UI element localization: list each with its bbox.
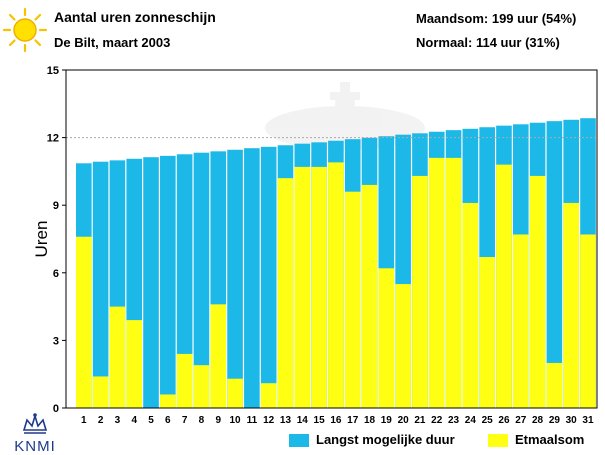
chart-title: Aantal uren zonneschijn (54, 9, 216, 25)
bar-daily-sum-23 (445, 157, 462, 408)
bar-daily-sum-16 (328, 162, 344, 408)
x-tick-label: 13 (280, 415, 292, 426)
chart-subtitle: De Bilt, maart 2003 (54, 35, 171, 50)
bar-max-duration-5 (143, 157, 159, 408)
knmi-logo: KNMI (14, 413, 56, 454)
bar-daily-sum-6 (160, 394, 176, 408)
x-tick-label: 7 (182, 415, 188, 426)
x-tick-label: 19 (381, 415, 393, 426)
y-tick-label: 0 (53, 403, 59, 415)
sun-icon (2, 7, 48, 53)
bar-daily-sum-29 (546, 362, 563, 408)
x-tick-label: 27 (515, 415, 527, 426)
x-tick-label: 29 (549, 415, 561, 426)
x-tick-label: 23 (448, 415, 460, 426)
month-sum-label: Maandsom: 199 uur (54%) (416, 11, 577, 26)
x-tick-label: 5 (148, 415, 154, 426)
x-tick-label: 2 (98, 415, 104, 426)
bar-daily-sum-19 (378, 268, 395, 408)
x-tick-label: 16 (330, 415, 342, 426)
bar-max-duration-29 (546, 121, 563, 408)
x-tick-label: 17 (347, 415, 359, 426)
bar-daily-sum-8 (193, 365, 210, 408)
bar-daily-sum-14 (294, 166, 311, 408)
x-tick-label: 9 (215, 415, 221, 426)
legend-label-max-duration: Langst mogelijke duur (316, 432, 455, 447)
bar-daily-sum-30 (563, 202, 579, 408)
bar-daily-sum-24 (462, 202, 479, 408)
bar-max-duration-8 (193, 152, 210, 408)
y-tick-label: 9 (53, 200, 59, 212)
bar-daily-sum-31 (580, 234, 596, 408)
legend-swatch-max-duration (289, 434, 309, 447)
bar-daily-sum-1 (76, 236, 92, 408)
bar-max-duration-2 (92, 161, 109, 408)
bar-max-duration-11 (244, 148, 260, 408)
bar-daily-sum-20 (395, 284, 411, 408)
x-tick-label: 6 (165, 415, 171, 426)
x-tick-label: 10 (229, 415, 241, 426)
x-tick-label: 25 (482, 415, 494, 426)
bar-max-duration-12 (260, 146, 277, 408)
knmi-logo-text: KNMI (14, 438, 56, 454)
plot-frame (65, 69, 598, 409)
x-tick-label: 3 (115, 415, 121, 426)
x-tick-label: 4 (131, 415, 137, 426)
bar-daily-sum-15 (311, 166, 327, 408)
x-tick-label: 28 (532, 415, 544, 426)
x-tick-label: 1 (81, 415, 87, 426)
normal-label: Normaal: 114 uur (31%) (416, 35, 560, 50)
x-tick-label: 12 (263, 415, 275, 426)
bar-daily-sum-4 (126, 320, 143, 408)
bar-daily-sum-7 (176, 353, 193, 408)
y-axis-label: Uren (32, 221, 51, 258)
bar-daily-sum-28 (529, 175, 546, 408)
x-tick-label: 8 (199, 415, 205, 426)
bar-daily-sum-17 (344, 191, 361, 408)
bar-daily-sum-22 (428, 157, 445, 408)
bar-daily-sum-27 (512, 234, 529, 408)
bar-daily-sum-13 (277, 178, 294, 408)
legend-label-daily-sum: Etmaalsom (515, 432, 585, 447)
bar-daily-sum-12 (260, 383, 277, 408)
bar-daily-sum-18 (361, 184, 378, 408)
x-tick-label: 14 (297, 415, 309, 426)
bar-daily-sum-2 (92, 376, 109, 408)
x-tick-label: 24 (465, 415, 477, 426)
y-tick-label: 12 (47, 133, 59, 145)
bar-daily-sum-10 (227, 378, 243, 408)
x-tick-label: 30 (566, 415, 578, 426)
bar-daily-sum-26 (496, 164, 512, 408)
y-tick-label: 15 (47, 65, 59, 77)
x-tick-label: 20 (398, 415, 410, 426)
bar-max-duration-10 (227, 149, 243, 408)
bar-daily-sum-3 (109, 306, 126, 408)
bar-daily-sum-9 (210, 304, 227, 408)
bar-daily-sum-25 (479, 257, 495, 408)
x-tick-label: 22 (431, 415, 443, 426)
bar-max-duration-6 (160, 155, 176, 408)
x-tick-label: 11 (247, 415, 258, 426)
legend-swatch-daily-sum (488, 434, 508, 447)
bar-daily-sum-21 (412, 175, 428, 408)
x-tick-label: 31 (582, 415, 594, 426)
axes-group: 1 2 3 4 5 6 7 8 9 10 11 12 13 14 15 16 17 18 19 20 21 22 23 24 2… (32, 65, 598, 426)
x-tick-label: 21 (414, 415, 426, 426)
bar-max-duration-7 (176, 154, 193, 408)
x-tick-label: 18 (364, 415, 376, 426)
x-tick-label: 15 (314, 415, 326, 426)
bars-group (76, 118, 596, 409)
x-tick-label: 26 (498, 415, 510, 426)
y-tick-label: 6 (53, 268, 59, 280)
y-tick-label: 3 (53, 335, 59, 347)
